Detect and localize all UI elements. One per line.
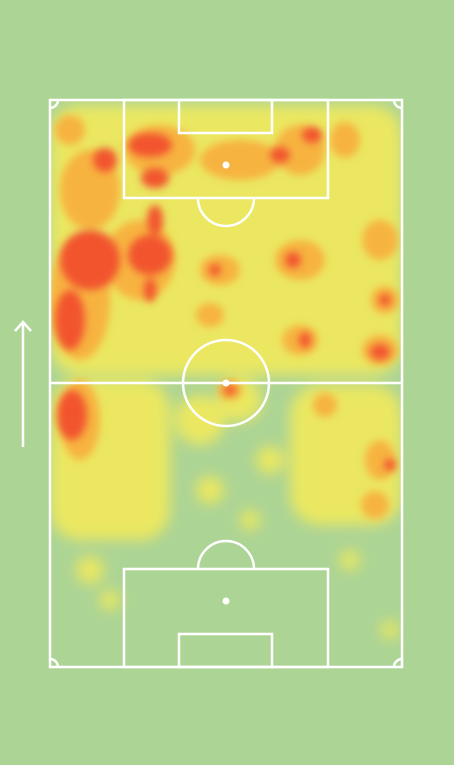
direction-arrow <box>14 320 32 447</box>
heat-high <box>55 127 396 471</box>
heatmap <box>50 105 402 639</box>
pitch-lines <box>48 98 404 669</box>
